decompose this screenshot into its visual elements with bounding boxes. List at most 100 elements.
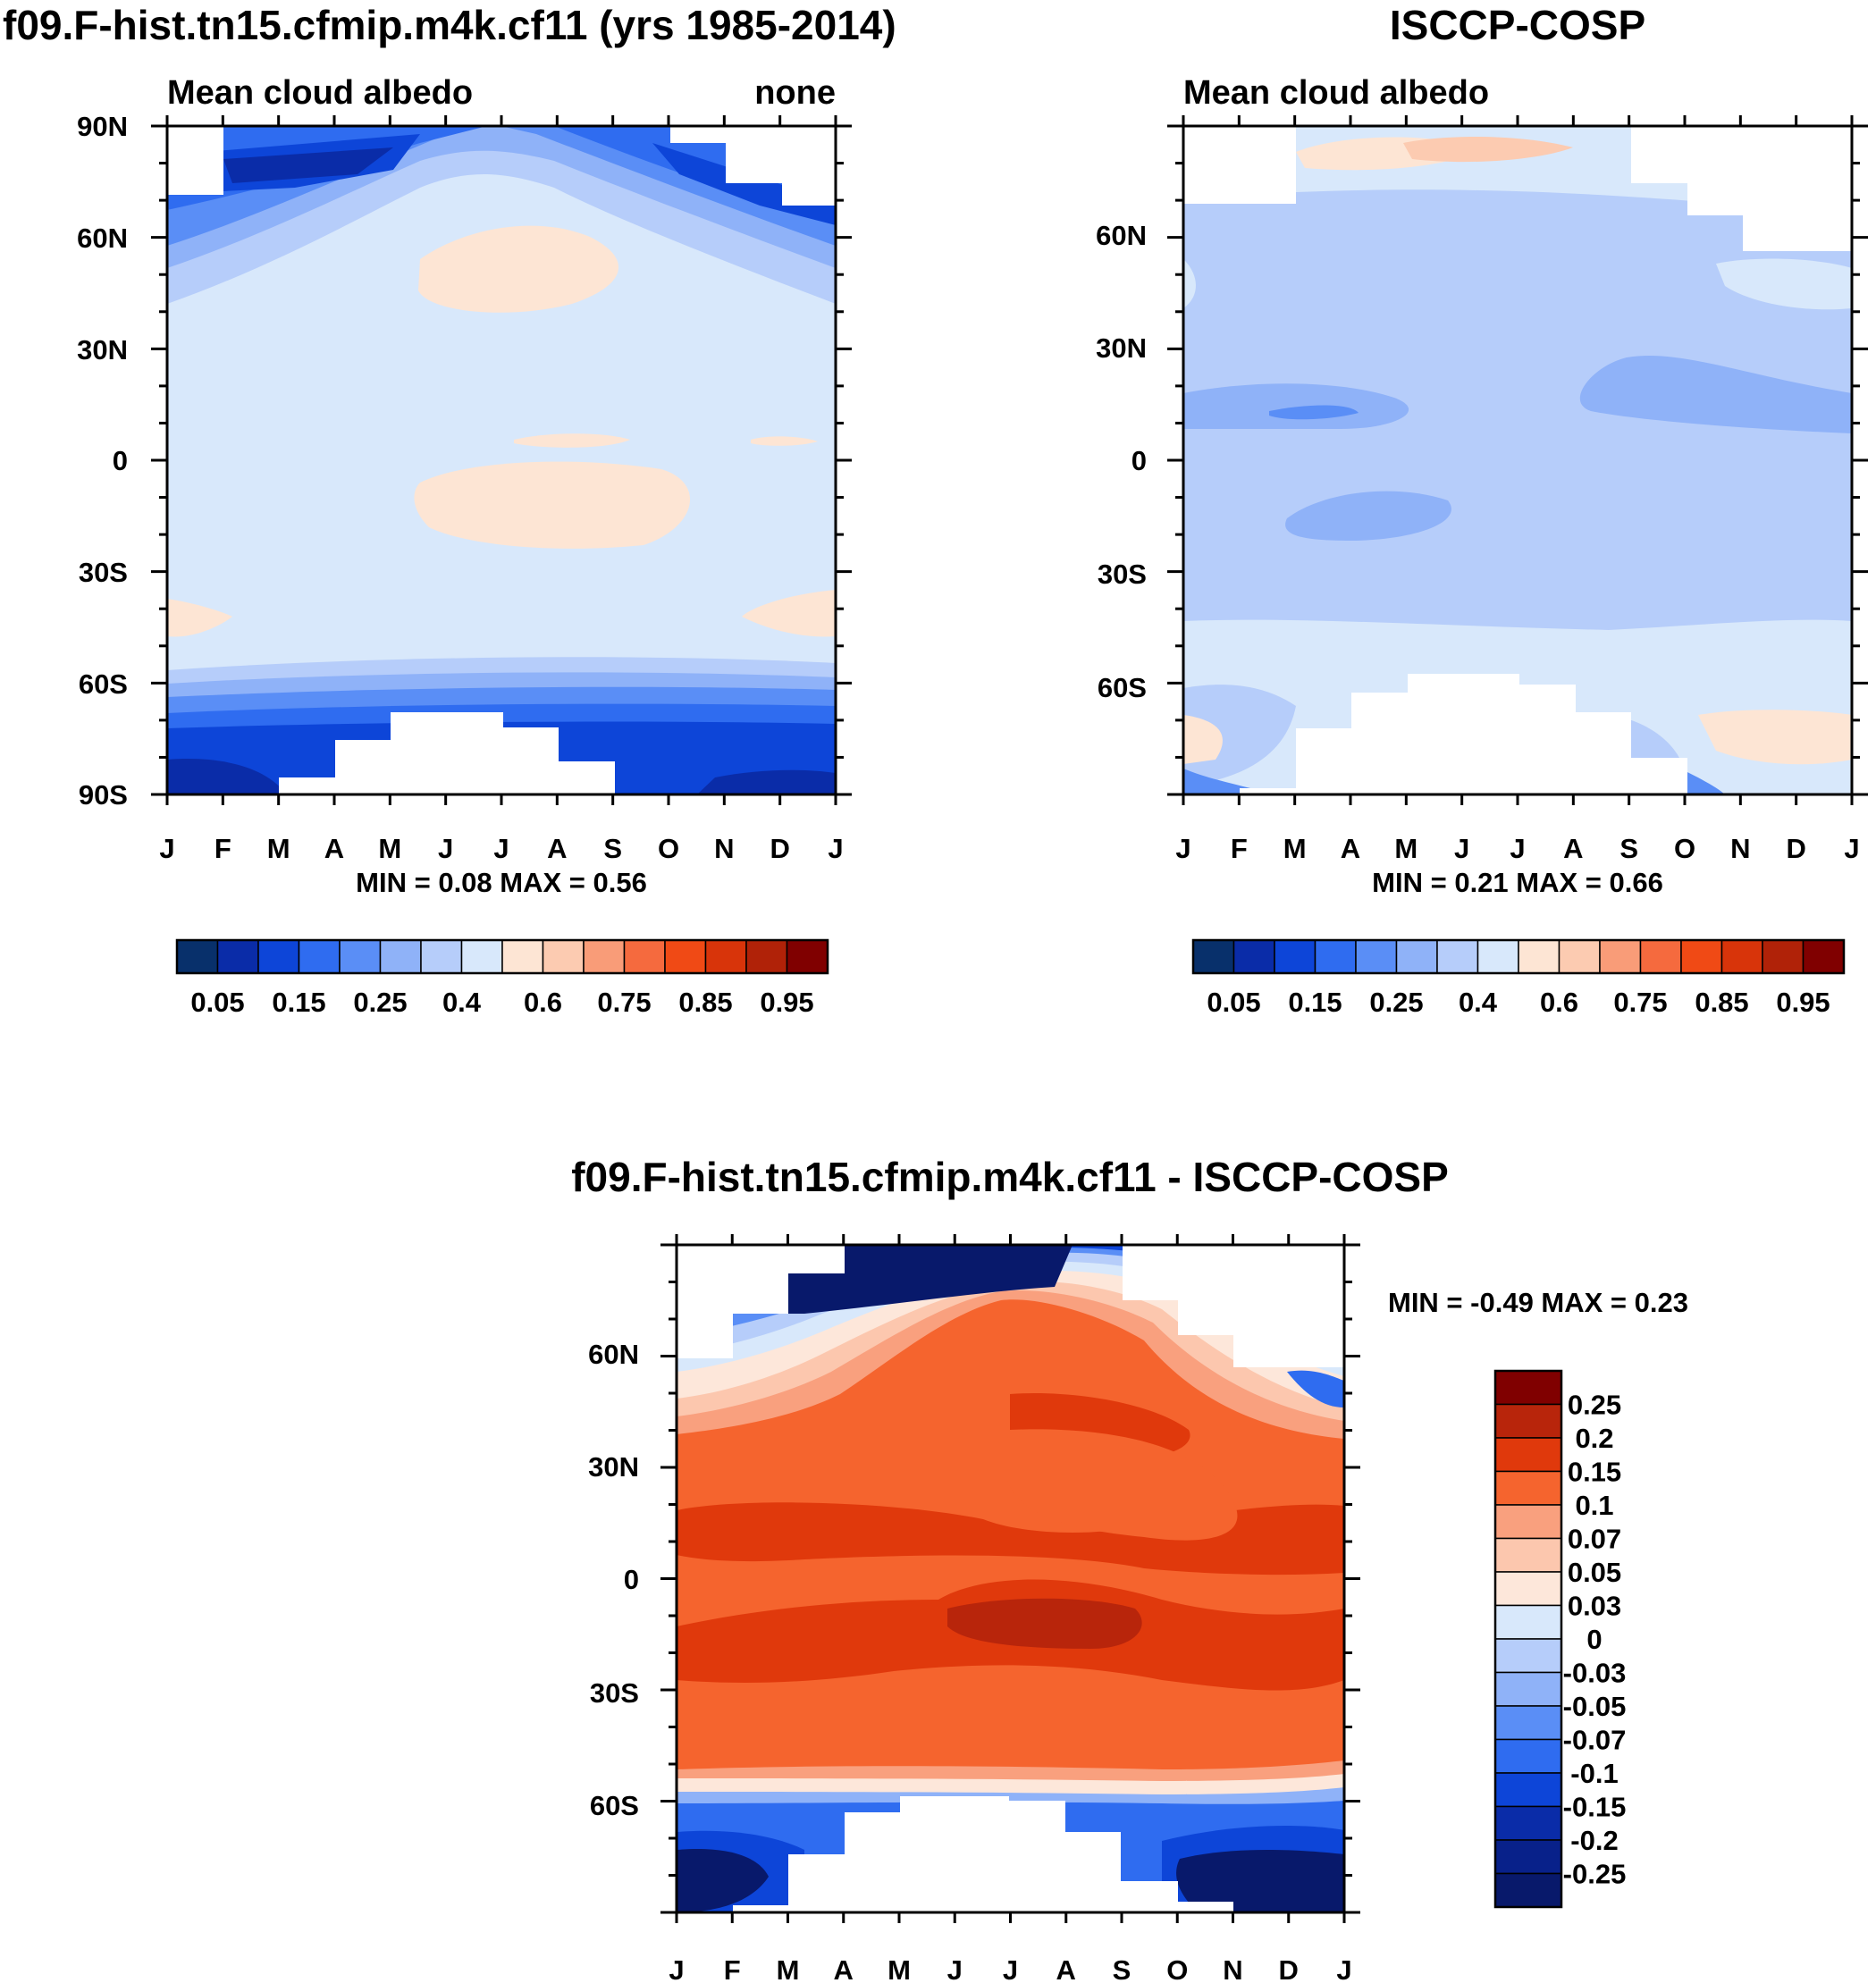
colorbar-swatch <box>745 939 788 974</box>
axis-ticks <box>660 1234 1360 1923</box>
month-tick-label: A <box>1341 833 1360 864</box>
colorbar-swatch <box>1494 1671 1562 1707</box>
month-tick-label: M <box>888 1954 911 1983</box>
colorbar-swatch <box>583 939 626 974</box>
month-tick-label: N <box>714 833 734 864</box>
colorbar-swatch <box>786 939 829 974</box>
lat-tick-label: 30S <box>79 557 128 588</box>
month-tick-label: M <box>777 1954 800 1983</box>
panel-difference: f09.F-hist.tn15.cfmip.m4k.cf11 - ISCCP-C… <box>571 1154 1688 1983</box>
colorbar-label: -0.03 <box>1563 1658 1627 1689</box>
colorbar-label: 0.25 <box>1369 987 1423 1018</box>
colorbar-label: 0.4 <box>442 987 482 1018</box>
colorbar: 0.05 0.15 0.25 0.4 0.6 0.75 0.85 0.95 <box>175 938 829 1018</box>
colorbar-swatch <box>1762 939 1804 974</box>
month-tick-label: J <box>669 1954 684 1983</box>
colorbar-swatch <box>1494 1504 1562 1540</box>
month-tick-label: A <box>834 1954 854 1983</box>
colorbar-label: 0 <box>1586 1624 1602 1655</box>
month-tick-label: M <box>1394 833 1418 864</box>
colorbar-label: -0.07 <box>1563 1725 1627 1756</box>
lat-tick-label: 0 <box>1131 445 1147 476</box>
colorbar-label: 0.25 <box>353 987 407 1018</box>
month-tick-label: N <box>1730 833 1750 864</box>
panel-obs: ISCCP-COSP Mean cloud albedo <box>1096 2 1868 1018</box>
colorbar-label: 0.95 <box>1776 987 1830 1018</box>
month-tick-label: J <box>159 833 174 864</box>
colorbar-swatch <box>1355 939 1398 974</box>
colorbar-swatch <box>1494 1571 1562 1607</box>
colorbar-swatch <box>1494 1872 1562 1908</box>
colorbar-swatch <box>1518 939 1561 974</box>
colorbar-label: 0.15 <box>1288 987 1342 1018</box>
min-max-label: MIN = 0.21 MAX = 0.66 <box>1372 867 1663 898</box>
colorbar-swatch <box>298 939 341 974</box>
lat-tick-label: 0 <box>113 445 128 476</box>
month-tick-label: J <box>1510 833 1525 864</box>
colorbar-label: 0.05 <box>190 987 244 1018</box>
lat-tick-label: 30N <box>1096 332 1147 364</box>
colorbar-swatch <box>420 939 463 974</box>
colorbar-label: 0.4 <box>1459 987 1498 1018</box>
colorbar-label: 0.2 <box>1575 1423 1613 1454</box>
colorbar-swatch <box>1494 1537 1562 1573</box>
lat-tick-label: 90N <box>77 111 128 142</box>
colorbar-label: 0.6 <box>1540 987 1578 1018</box>
colorbar-label: 0.25 <box>1568 1390 1621 1421</box>
min-max-label: MIN = 0.08 MAX = 0.56 <box>356 867 647 898</box>
colorbar-label: 0.1 <box>1575 1490 1613 1521</box>
colorbar-swatch <box>1720 939 1763 974</box>
colorbar-swatch <box>1599 939 1642 974</box>
contour-field <box>677 1245 1344 1912</box>
lat-tick-label: 30N <box>77 334 128 366</box>
month-tick-label: N <box>1223 1954 1242 1983</box>
month-tick-label: F <box>724 1954 741 1983</box>
colorbar-swatch <box>1232 939 1275 974</box>
colorbar-swatch <box>1494 1705 1562 1741</box>
axis-ticks <box>1167 115 1868 805</box>
lat-tick-label: 60N <box>588 1339 639 1370</box>
variable-label: Mean cloud albedo <box>167 74 473 112</box>
month-tick-label: M <box>267 833 290 864</box>
units-label: none <box>754 74 836 112</box>
month-tick-label: J <box>1844 833 1859 864</box>
colorbar-swatch <box>1680 939 1723 974</box>
colorbar-swatch <box>176 939 219 974</box>
colorbar-swatch <box>1494 1370 1562 1406</box>
colorbar-swatch <box>379 939 422 974</box>
colorbar-swatch <box>623 939 666 974</box>
month-tick-label: F <box>1231 833 1248 864</box>
lat-tick-label: 30S <box>1098 559 1147 590</box>
month-tick-label: J <box>438 833 453 864</box>
lat-tick-label: 30N <box>588 1451 639 1483</box>
month-tick-label: J <box>828 833 843 864</box>
min-max-label: MIN = -0.49 MAX = 0.23 <box>1388 1287 1688 1318</box>
contour-field <box>1183 126 1852 794</box>
month-tick-label: D <box>1279 1954 1299 1983</box>
month-tick-label: S <box>1113 1954 1131 1983</box>
month-tick-label: M <box>1283 833 1307 864</box>
lat-tick-label: 60S <box>1098 672 1147 703</box>
month-tick-label: F <box>215 833 231 864</box>
colorbar-swatch <box>1494 1403 1562 1439</box>
colorbar-swatch <box>542 939 585 974</box>
colorbar-swatch <box>664 939 707 974</box>
colorbar-label: 0.15 <box>272 987 325 1018</box>
colorbar-label: 0.05 <box>1568 1557 1621 1588</box>
colorbar-swatch <box>1494 1772 1562 1808</box>
lat-tick-label: 0 <box>624 1564 639 1595</box>
month-tick-label: D <box>1786 833 1805 864</box>
colorbar-swatch <box>1558 939 1601 974</box>
lat-tick-label: 90S <box>79 779 128 811</box>
month-tick-label: J <box>1454 833 1469 864</box>
month-tick-label: A <box>1563 833 1583 864</box>
colorbar-swatch <box>460 939 503 974</box>
colorbar-label: -0.25 <box>1563 1859 1627 1890</box>
colorbar-swatch <box>1494 1738 1562 1774</box>
month-tick-label: A <box>324 833 344 864</box>
colorbar-label: 0.03 <box>1568 1591 1621 1622</box>
colorbar-swatch <box>1494 1805 1562 1841</box>
